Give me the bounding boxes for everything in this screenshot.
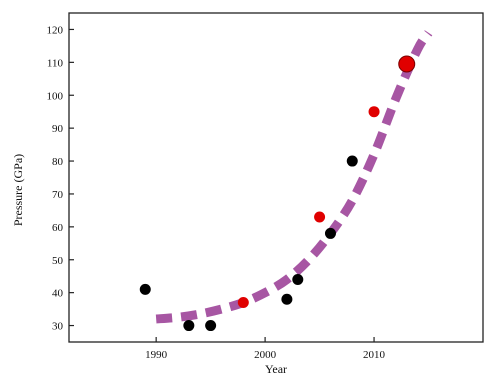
data-point (292, 273, 304, 285)
x-tick-label: 2010 (363, 349, 386, 361)
trend-line (155, 30, 433, 324)
plot-frame (68, 12, 484, 343)
y-tick-label: 60 (52, 222, 64, 234)
y-axis-label: Pressure (GPa) (11, 154, 25, 226)
data-points (139, 55, 416, 332)
y-tick-label: 100 (47, 90, 64, 102)
x-tick-label: 2000 (254, 349, 277, 361)
data-point (314, 211, 326, 223)
data-point (346, 155, 358, 167)
data-point (237, 297, 249, 309)
y-axis-ticks: 30 40 50 60 70 80 90 100 110 120 (47, 24, 74, 333)
data-point (139, 283, 151, 295)
data-point (205, 320, 217, 332)
y-tick-label: 70 (52, 189, 64, 201)
data-point (324, 227, 336, 239)
data-point (183, 320, 195, 332)
y-tick-label: 90 (52, 123, 64, 135)
y-tick-label: 110 (47, 57, 64, 69)
y-tick-label: 30 (52, 321, 64, 333)
data-point (398, 55, 416, 73)
x-axis-label: Year (265, 362, 287, 376)
trend-curve (155, 30, 433, 324)
data-point (368, 106, 380, 118)
y-tick-label: 50 (52, 255, 64, 267)
x-tick-label: 1990 (145, 349, 168, 361)
y-tick-label: 120 (47, 24, 64, 36)
y-tick-label: 40 (52, 288, 64, 300)
data-point (281, 293, 293, 305)
x-axis-ticks: 1990 2000 2010 (145, 337, 386, 361)
y-tick-label: 80 (52, 156, 64, 168)
